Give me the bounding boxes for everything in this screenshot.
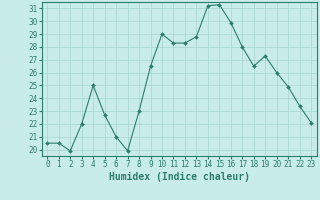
X-axis label: Humidex (Indice chaleur): Humidex (Indice chaleur): [109, 172, 250, 182]
